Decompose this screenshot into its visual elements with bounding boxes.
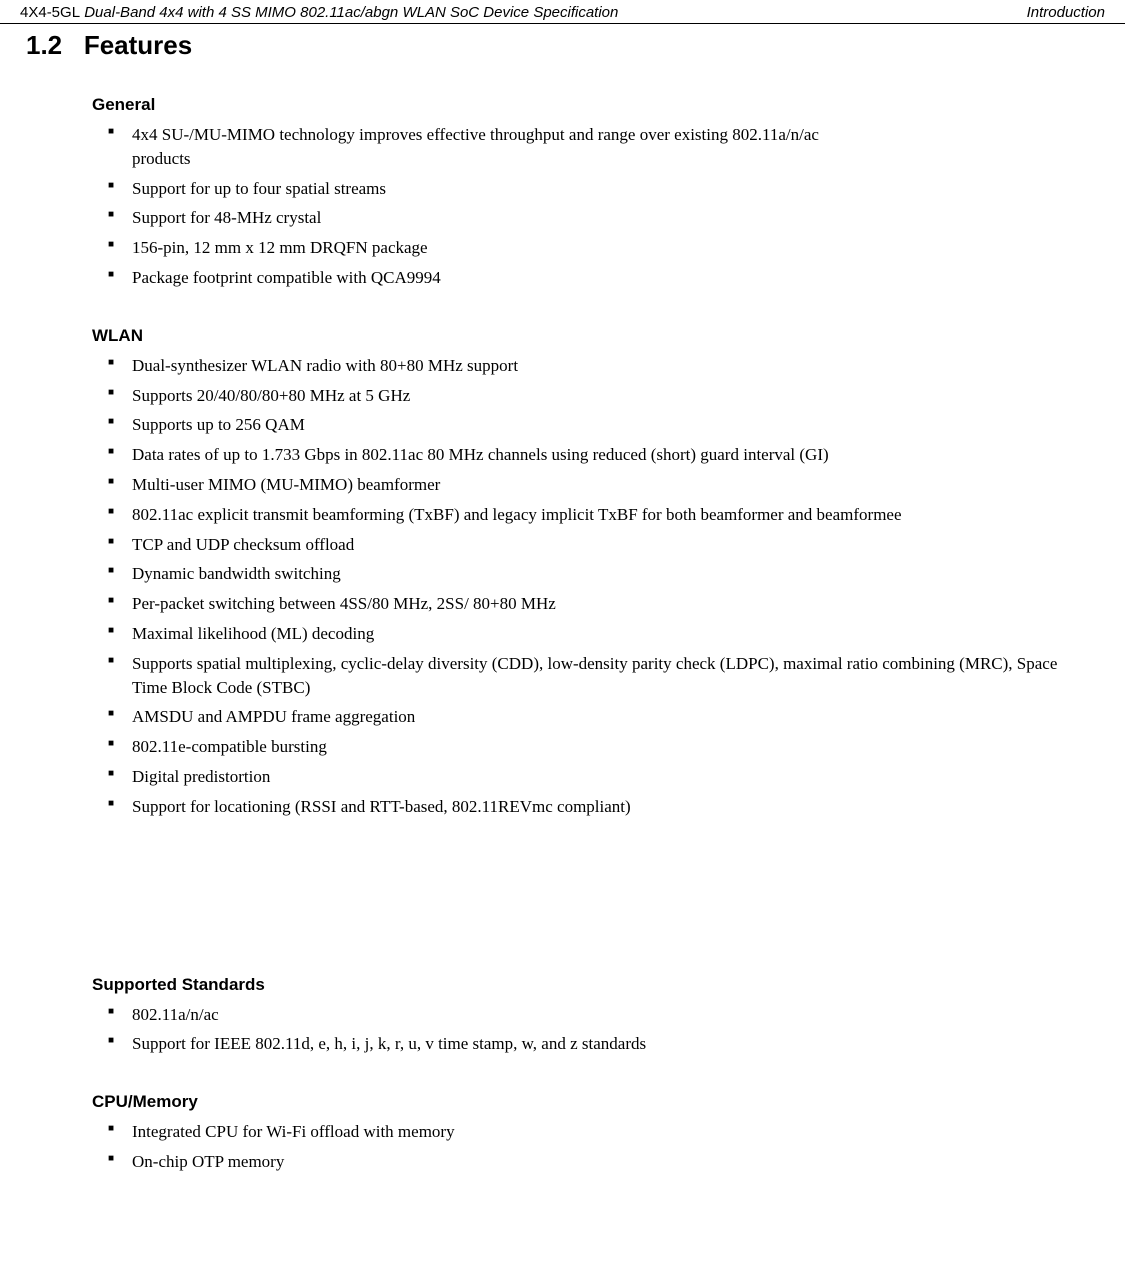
list-item: 802.11a/n/ac xyxy=(108,1003,1065,1027)
list-item: Supports spatial multiplexing, cyclic-de… xyxy=(108,652,1065,700)
feature-list: Integrated CPU for Wi-Fi offload with me… xyxy=(108,1120,1065,1174)
list-item-text: Data rates of up to 1.733 Gbps in 802.11… xyxy=(132,443,1065,467)
list-item: 802.11e-compatible bursting xyxy=(108,735,1065,759)
list-item: Dual-synthesizer WLAN radio with 80+80 M… xyxy=(108,354,1065,378)
list-item-text: Support for locationing (RSSI and RTT-ba… xyxy=(132,795,1065,819)
list-item-text: On-chip OTP memory xyxy=(132,1150,1065,1174)
subsection-heading: General xyxy=(92,95,1105,115)
list-item: 4x4 SU-/MU-MIMO technology improves effe… xyxy=(108,123,1065,171)
list-item-text: AMSDU and AMPDU frame aggregation xyxy=(132,705,1065,729)
list-item: Data rates of up to 1.733 Gbps in 802.11… xyxy=(108,443,1065,467)
section-heading: 1.2 Features xyxy=(26,30,1105,61)
list-item-text: Integrated CPU for Wi-Fi offload with me… xyxy=(132,1120,1065,1144)
section-number: 1.2 xyxy=(26,30,62,60)
list-item: Supports 20/40/80/80+80 MHz at 5 GHz xyxy=(108,384,1065,408)
list-item-text: 802.11ac explicit transmit beamforming (… xyxy=(132,503,1065,527)
section-title: Features xyxy=(84,30,192,60)
list-item: 802.11ac explicit transmit beamforming (… xyxy=(108,503,1065,527)
vertical-gap xyxy=(20,1062,1105,1072)
page-header: 4X4-5GL Dual-Band 4x4 with 4 SS MIMO 802… xyxy=(0,0,1125,24)
list-item: Maximal likelihood (ML) decoding xyxy=(108,622,1065,646)
header-left-title: Dual-Band 4x4 with 4 SS MIMO 802.11ac/ab… xyxy=(80,4,618,21)
subsection-heading: WLAN xyxy=(92,326,1105,346)
subsection-heading: Supported Standards xyxy=(92,975,1105,995)
list-item: Dynamic bandwidth switching xyxy=(108,562,1065,586)
list-item: Multi-user MIMO (MU-MIMO) beamformer xyxy=(108,473,1065,497)
list-item-text: Digital predistortion xyxy=(132,765,1065,789)
feature-list: Dual-synthesizer WLAN radio with 80+80 M… xyxy=(108,354,1065,819)
document-content: 1.2 Features General 4x4 SU-/MU-MIMO tech… xyxy=(0,24,1125,1200)
list-item-text: Supports 20/40/80/80+80 MHz at 5 GHz xyxy=(132,384,1065,408)
feature-list: 4x4 SU-/MU-MIMO technology improves effe… xyxy=(108,123,1065,290)
list-item-text: Support for up to four spatial streams xyxy=(132,177,1065,201)
list-item: Support for up to four spatial streams xyxy=(108,177,1065,201)
list-item-text: Per-packet switching between 4SS/80 MHz,… xyxy=(132,592,1065,616)
list-item: On-chip OTP memory xyxy=(108,1150,1065,1174)
list-item-text: 802.11e-compatible bursting xyxy=(132,735,1065,759)
list-item: Support for 48-MHz crystal xyxy=(108,206,1065,230)
header-left: 4X4-5GL Dual-Band 4x4 with 4 SS MIMO 802… xyxy=(20,4,618,21)
list-item-text: Support for 48-MHz crystal xyxy=(132,206,1065,230)
subsection-heading: CPU/Memory xyxy=(92,1092,1105,1112)
vertical-gap xyxy=(20,296,1105,306)
list-item: Package footprint compatible with QCA999… xyxy=(108,266,1065,290)
vertical-gap xyxy=(20,825,1105,955)
list-item: Digital predistortion xyxy=(108,765,1065,789)
list-item: Integrated CPU for Wi-Fi offload with me… xyxy=(108,1120,1065,1144)
list-item-text: Support for IEEE 802.11d, e, h, i, j, k,… xyxy=(132,1032,1065,1056)
list-item-text: TCP and UDP checksum offload xyxy=(132,533,1065,557)
list-item: Supports up to 256 QAM xyxy=(108,413,1065,437)
list-item: Support for locationing (RSSI and RTT-ba… xyxy=(108,795,1065,819)
list-item: 156-pin, 12 mm x 12 mm DRQFN package xyxy=(108,236,1065,260)
list-item-text: Dual-synthesizer WLAN radio with 80+80 M… xyxy=(132,354,1065,378)
list-item-text: 802.11a/n/ac xyxy=(132,1003,1065,1027)
list-item: TCP and UDP checksum offload xyxy=(108,533,1065,557)
list-item-text: 4x4 SU-/MU-MIMO technology improves effe… xyxy=(132,123,1065,147)
feature-list: 802.11a/n/ac Support for IEEE 802.11d, e,… xyxy=(108,1003,1065,1057)
groups-container: General 4x4 SU-/MU-MIMO technology improv… xyxy=(20,95,1105,1174)
list-item-text: 156-pin, 12 mm x 12 mm DRQFN package xyxy=(132,236,1065,260)
list-item: AMSDU and AMPDU frame aggregation xyxy=(108,705,1065,729)
list-item: Per-packet switching between 4SS/80 MHz,… xyxy=(108,592,1065,616)
list-item-text: Supports up to 256 QAM xyxy=(132,413,1065,437)
list-item: Support for IEEE 802.11d, e, h, i, j, k,… xyxy=(108,1032,1065,1056)
header-left-prefix: 4X4-5GL xyxy=(20,4,80,21)
list-item-text: Multi-user MIMO (MU-MIMO) beamformer xyxy=(132,473,1065,497)
list-item-text: Maximal likelihood (ML) decoding xyxy=(132,622,1065,646)
header-right: Introduction xyxy=(1027,4,1105,21)
list-item-text: products xyxy=(132,147,1065,171)
list-item-text: Package footprint compatible with QCA999… xyxy=(132,266,1065,290)
list-item-text: Supports spatial multiplexing, cyclic-de… xyxy=(132,652,1065,700)
list-item-text: Dynamic bandwidth switching xyxy=(132,562,1065,586)
